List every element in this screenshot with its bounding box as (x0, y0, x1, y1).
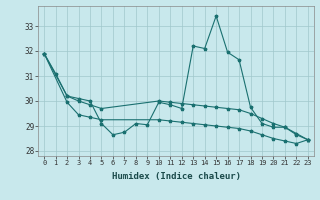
X-axis label: Humidex (Indice chaleur): Humidex (Indice chaleur) (111, 172, 241, 181)
